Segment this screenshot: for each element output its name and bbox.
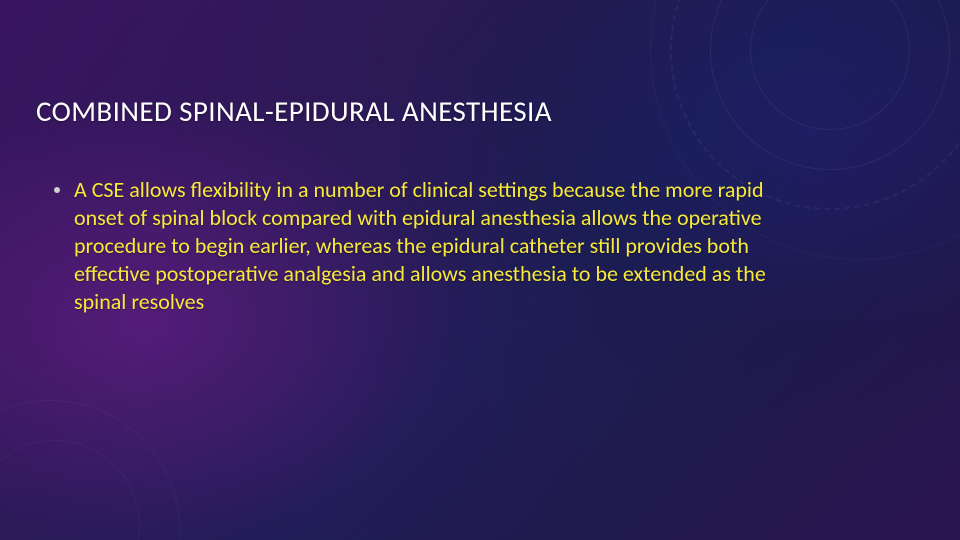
bullet-icon xyxy=(54,187,60,193)
slide-content: COMBINED SPINAL-EPIDURAL ANESTHESIA A CS… xyxy=(0,0,960,540)
slide: COMBINED SPINAL-EPIDURAL ANESTHESIA A CS… xyxy=(0,0,960,540)
slide-body: A CSE allows flexibility in a number of … xyxy=(54,176,790,316)
bullet-text: A CSE allows flexibility in a number of … xyxy=(74,176,790,316)
list-item: A CSE allows flexibility in a number of … xyxy=(54,176,790,316)
slide-title: COMBINED SPINAL-EPIDURAL ANESTHESIA xyxy=(36,96,552,128)
